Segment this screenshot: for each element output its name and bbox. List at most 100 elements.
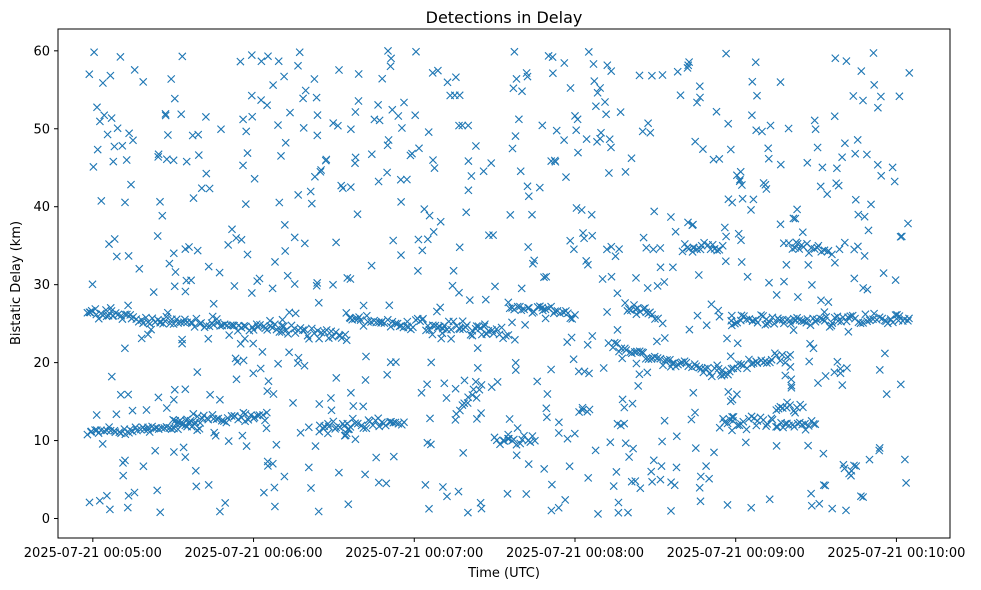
detection-point <box>734 359 743 368</box>
detection-point <box>729 412 738 421</box>
detection-point <box>257 57 266 66</box>
detection-point <box>112 252 121 261</box>
detection-point <box>242 442 251 451</box>
detection-point <box>241 200 250 209</box>
y-tick-label: 40 <box>33 200 50 215</box>
detection-point <box>169 415 178 424</box>
chart-title: Detections in Delay <box>426 8 583 27</box>
detection-point <box>346 388 355 397</box>
detection-point <box>742 425 751 434</box>
detection-point <box>472 393 481 402</box>
detection-point <box>660 416 669 425</box>
detection-point <box>838 381 847 390</box>
detection-point <box>428 68 437 77</box>
detection-point <box>277 327 286 336</box>
detection-point <box>728 412 737 421</box>
x-tick-label: 2025-07-21 00:05:00 <box>24 546 162 561</box>
detection-point <box>827 321 836 330</box>
detection-point <box>83 308 92 317</box>
detection-point <box>816 182 825 191</box>
detection-point <box>856 319 865 328</box>
detection-point <box>827 250 836 259</box>
detection-point <box>215 507 224 516</box>
detection-point <box>624 508 632 517</box>
detection-point <box>820 308 829 317</box>
detection-point <box>105 240 113 249</box>
x-axis-label: Time (UTC) <box>467 566 540 581</box>
detection-point <box>851 149 860 158</box>
detection-point <box>460 399 469 408</box>
detection-point <box>792 238 801 247</box>
detection-point <box>171 268 180 276</box>
detection-point <box>442 394 451 402</box>
detection-point <box>429 227 438 236</box>
detection-point <box>535 183 544 192</box>
detection-point <box>374 478 383 487</box>
detection-point <box>831 54 840 63</box>
detection-point <box>798 420 807 429</box>
detection-point <box>261 416 269 425</box>
detection-point <box>440 379 449 388</box>
detection-point <box>665 355 674 364</box>
detection-point <box>610 338 619 347</box>
detection-point <box>726 145 735 154</box>
detection-point <box>417 388 426 397</box>
x-tick-label: 2025-07-21 00:08:00 <box>506 546 644 561</box>
detection-point <box>362 352 370 361</box>
detection-point <box>154 393 163 402</box>
detection-point <box>479 167 488 176</box>
x-tick-label: 2025-07-21 00:10:00 <box>827 546 965 561</box>
detection-point <box>894 316 903 325</box>
detection-point <box>243 250 252 259</box>
detection-point <box>765 278 773 287</box>
detection-point <box>707 300 716 309</box>
detection-point <box>280 220 289 229</box>
detection-point <box>473 363 482 372</box>
detection-point <box>888 163 897 172</box>
detection-point <box>449 266 458 275</box>
detection-point <box>166 319 175 328</box>
detection-point <box>119 471 128 480</box>
detection-point <box>570 429 579 438</box>
detection-point <box>613 419 622 428</box>
detection-point <box>903 316 912 325</box>
detection-point <box>524 303 533 312</box>
detection-point <box>193 368 202 377</box>
detection-point <box>221 498 230 507</box>
detection-point <box>144 330 152 339</box>
detection-point <box>786 362 795 371</box>
detection-point <box>386 358 395 367</box>
detection-point <box>648 477 657 486</box>
detection-point <box>323 429 332 438</box>
detection-point <box>455 121 463 130</box>
detection-point <box>140 425 149 434</box>
detection-point <box>843 364 851 372</box>
detection-point <box>378 74 387 83</box>
data-points <box>83 46 914 518</box>
detection-point <box>329 119 338 128</box>
detection-point <box>247 289 256 297</box>
detection-point <box>252 320 261 329</box>
detection-point <box>304 463 313 472</box>
detection-point <box>844 313 852 322</box>
detection-point <box>535 302 544 311</box>
detection-point <box>263 325 272 334</box>
detection-point <box>762 359 771 367</box>
detection-point <box>560 59 569 67</box>
plot-frame <box>57 28 951 539</box>
detection-point <box>124 390 133 399</box>
detection-point <box>635 71 644 80</box>
detection-point <box>458 317 467 326</box>
detection-point <box>397 251 405 260</box>
detection-point <box>419 314 427 323</box>
detection-point <box>334 468 343 477</box>
detection-point <box>850 461 858 470</box>
detection-point <box>547 480 556 489</box>
detection-point <box>804 441 813 450</box>
detection-point <box>384 46 392 55</box>
detection-point <box>270 502 279 511</box>
detection-point <box>458 121 467 130</box>
detection-point <box>793 205 802 214</box>
detection-point <box>574 148 582 157</box>
detection-point <box>468 331 477 340</box>
